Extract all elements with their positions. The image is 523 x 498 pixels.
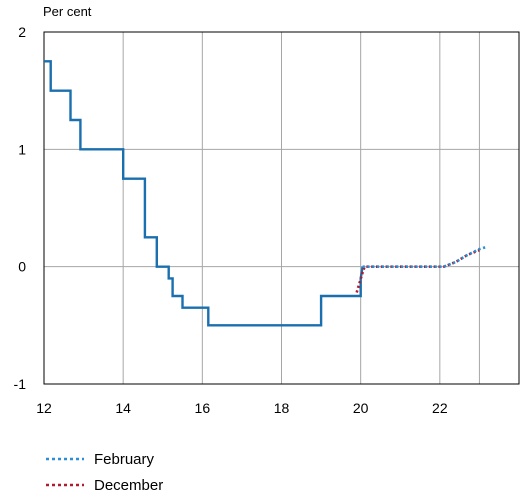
x-tick-labels: 12 14 16 18 20 22 xyxy=(36,400,448,416)
legend-label-february: February xyxy=(94,451,155,468)
series-layer xyxy=(44,60,488,327)
x-tick-label: 20 xyxy=(353,400,369,416)
plot-area-frame xyxy=(43,31,520,385)
x-tick-label: 12 xyxy=(36,400,52,416)
y-tick-label: 1 xyxy=(18,141,26,157)
y-tick-label: -1 xyxy=(14,376,27,392)
legend: February December xyxy=(46,451,163,494)
series-line-december xyxy=(355,248,480,293)
grid-lines xyxy=(43,31,519,385)
series-line-february xyxy=(362,245,488,268)
y-tick-labels: 2 1 0 -1 xyxy=(14,24,27,392)
y-axis-unit-label: Per cent xyxy=(43,4,92,19)
legend-label-december: December xyxy=(94,477,163,494)
series-line-policy-rate xyxy=(44,60,364,327)
y-tick-label: 0 xyxy=(18,259,26,275)
x-tick-label: 14 xyxy=(115,400,131,416)
x-tick-label: 16 xyxy=(195,400,211,416)
x-tick-label: 18 xyxy=(274,400,290,416)
y-tick-label: 2 xyxy=(18,24,26,40)
x-tick-label: 22 xyxy=(432,400,448,416)
